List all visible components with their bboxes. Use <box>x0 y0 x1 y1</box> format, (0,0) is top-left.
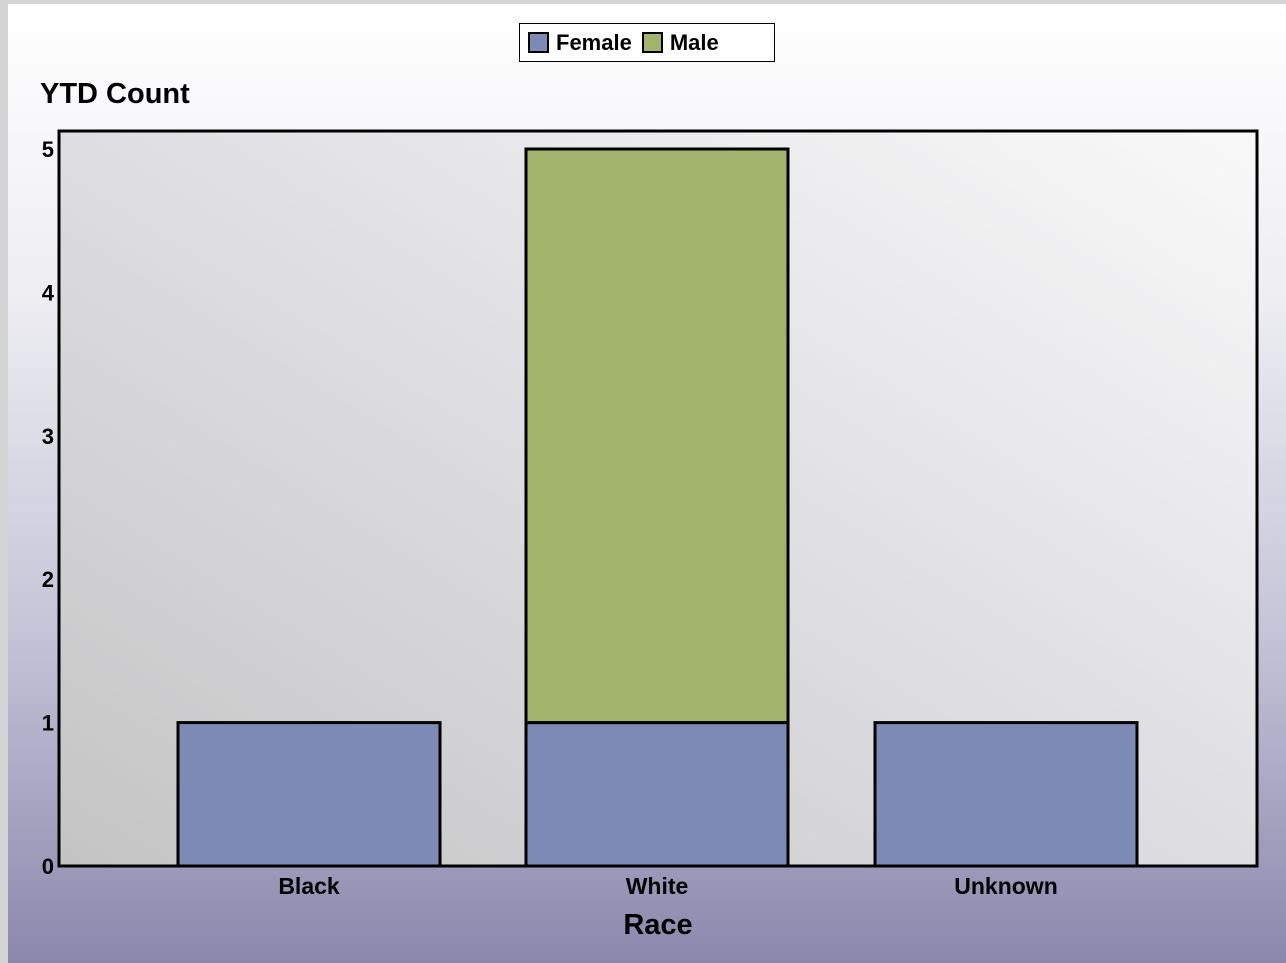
x-tick-label: Unknown <box>954 873 1058 899</box>
y-tick-label: 4 <box>42 280 55 305</box>
legend-swatch-female <box>528 32 549 53</box>
x-tick-label: White <box>626 873 689 899</box>
bar-female-white <box>524 721 790 868</box>
legend-label-male: Male <box>669 29 719 55</box>
legend-swatch-male <box>641 32 663 53</box>
bar-female-unknown <box>873 721 1139 868</box>
y-axis-title: YTD Count <box>40 78 190 110</box>
y-tick-label: 2 <box>42 567 54 592</box>
legend: Female Male <box>519 23 775 62</box>
y-tick-label: 0 <box>42 854 54 879</box>
y-tick-labels: 0 1 2 3 4 5 <box>42 137 55 879</box>
bar-male-white <box>524 147 790 725</box>
legend-item-female: Female <box>528 30 632 56</box>
chart-canvas: 0 1 2 3 4 5 Black White Unknown <box>42 129 1259 899</box>
x-tick-labels: Black White Unknown <box>278 873 1057 899</box>
x-tick-label: Black <box>278 873 340 899</box>
y-tick-label: 3 <box>42 424 54 449</box>
legend-item-male: Male <box>641 29 719 56</box>
legend-label-female: Female <box>556 29 632 55</box>
y-tick-label: 5 <box>42 137 54 162</box>
chart-frame: Female Male YTD Count Race 0 1 2 3 4 5 Black W… <box>8 4 1286 963</box>
bar-female-black <box>176 721 442 868</box>
bars-group <box>176 147 1139 868</box>
y-tick-label: 1 <box>42 711 54 736</box>
x-axis-title: Race <box>623 909 693 941</box>
